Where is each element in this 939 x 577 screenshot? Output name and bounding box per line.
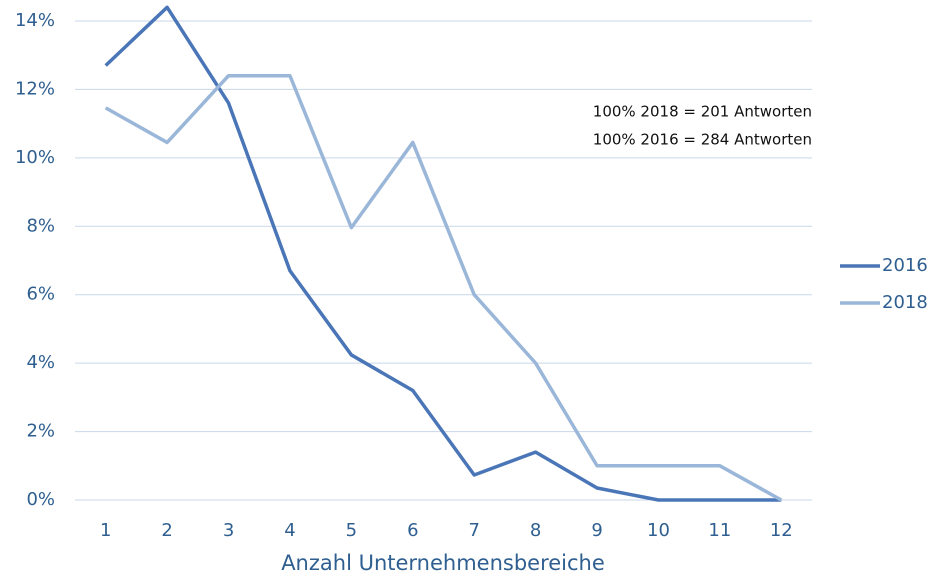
x-tick-label: 1 bbox=[100, 520, 111, 541]
x-tick-label: 12 bbox=[770, 520, 793, 541]
x-tick-label: 11 bbox=[708, 520, 731, 541]
line-series bbox=[104, 73, 783, 502]
x-tick-label: 9 bbox=[591, 520, 602, 541]
line-series bbox=[104, 5, 782, 502]
y-tick-label: 8% bbox=[26, 215, 55, 236]
x-tick-label: 3 bbox=[223, 520, 234, 541]
x-tick-label: 8 bbox=[530, 520, 541, 541]
legend-label: 2016 bbox=[882, 255, 928, 276]
x-tick-label: 4 bbox=[284, 520, 295, 541]
x-tick-label: 6 bbox=[407, 520, 418, 541]
annotation: 100% 2018 = 201 Antworten bbox=[593, 103, 812, 121]
legend-label: 2018 bbox=[882, 292, 928, 313]
x-axis-label: Anzahl Unternehmensbereiche bbox=[281, 551, 605, 575]
y-tick-label: 0% bbox=[26, 489, 55, 510]
y-tick-label: 4% bbox=[26, 352, 55, 373]
x-tick-label: 5 bbox=[346, 520, 357, 541]
annotation: 100% 2016 = 284 Antworten bbox=[593, 131, 812, 149]
y-tick-label: 6% bbox=[26, 284, 55, 305]
x-tick-label: 2 bbox=[161, 520, 172, 541]
y-tick-label: 12% bbox=[15, 78, 55, 99]
y-tick-label: 10% bbox=[15, 147, 55, 168]
y-tick-label: 2% bbox=[26, 421, 55, 442]
y-tick-label: 14% bbox=[15, 10, 55, 31]
x-tick-label: 10 bbox=[647, 520, 670, 541]
x-tick-label: 7 bbox=[468, 520, 479, 541]
